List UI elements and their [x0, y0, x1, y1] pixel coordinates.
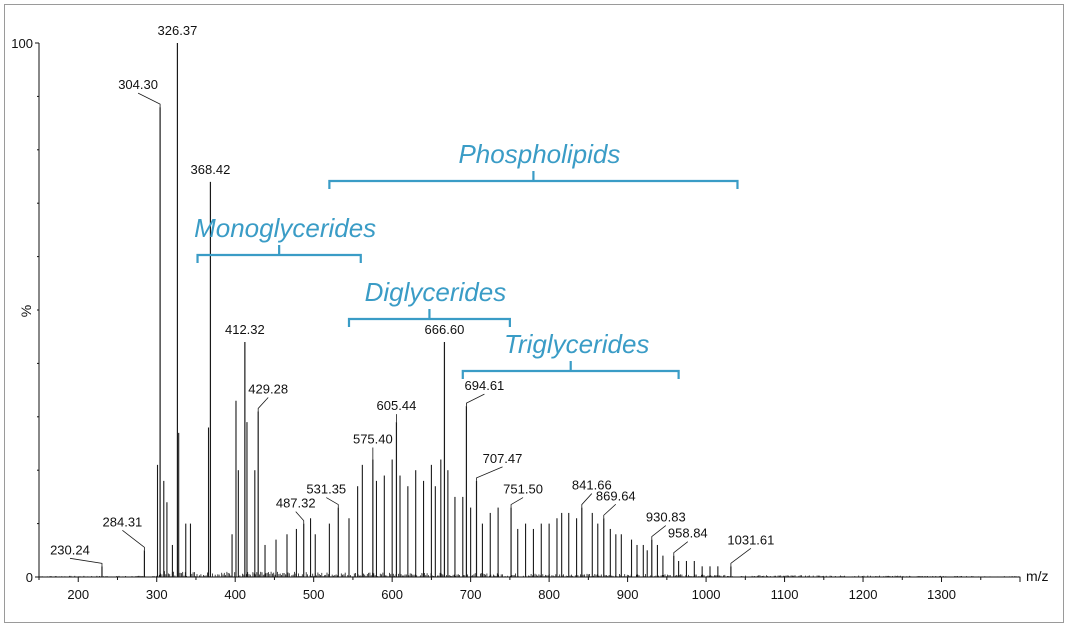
- mass-spectrum-chart: 200 300 400 500 600 700 800 900 1000 1100 1200 1300…: [11, 23, 1048, 602]
- peak-label-304.30: 304.30: [118, 77, 158, 92]
- region-label-triglycerides: Triglycerides: [504, 329, 649, 359]
- peak-label-leaders: [69, 92, 752, 567]
- peak-leader-284.31: [122, 529, 145, 551]
- x-tick-label: 500: [303, 587, 325, 602]
- peak-leader-841.66: [581, 493, 593, 508]
- peak-label-605.44: 605.44: [377, 398, 417, 413]
- peak-label-326.37: 326.37: [158, 23, 198, 38]
- peak-leader-958.84: [673, 541, 689, 556]
- x-tick-label: 600: [381, 587, 403, 602]
- x-tick-label: 1200: [849, 587, 878, 602]
- chart-frame: 200 300 400 500 600 700 800 900 1000 1100 1200 1300…: [4, 4, 1064, 623]
- bracket-phospholipids: [328, 171, 739, 189]
- region-label-phospholipids: Phospholipids: [458, 139, 620, 169]
- peak-label-230.24: 230.24: [50, 542, 90, 557]
- peak-label-751.50: 751.50: [503, 482, 543, 497]
- peaks: [101, 43, 732, 577]
- peak-label-841.66: 841.66: [572, 478, 612, 493]
- peak-leader-707.47: [476, 466, 503, 481]
- peak-leader-1031.61: [730, 548, 752, 567]
- peak-label-1031.61: 1031.61: [727, 532, 774, 547]
- peak-leader-751.50: [510, 497, 524, 508]
- peak-label-930.83: 930.83: [646, 510, 686, 525]
- x-axis-title: m/z: [1026, 568, 1049, 584]
- peak-label-694.61: 694.61: [465, 378, 505, 393]
- region-label-monoglycerides: Monoglycerides: [194, 213, 376, 243]
- y-tick-label: 100: [11, 36, 33, 51]
- peak-label-575.40: 575.40: [353, 432, 393, 447]
- x-tick-label: 1300: [927, 587, 956, 602]
- bracket-triglycerides: [461, 361, 680, 379]
- x-tick-label: 200: [67, 587, 89, 602]
- region-label-diglycerides: Diglycerides: [365, 277, 507, 307]
- x-tick-label: 1000: [692, 587, 721, 602]
- peak-leader-487.32: [295, 511, 305, 524]
- region-brackets: Phospholipids Monoglycerides Diglycerides T…: [194, 139, 739, 379]
- baseline-noise: [40, 571, 1021, 577]
- peak-label-707.47: 707.47: [483, 451, 523, 466]
- peak-leader-304.30: [137, 92, 161, 108]
- x-tick-label: 1100: [771, 587, 799, 602]
- x-tick-label: 400: [224, 587, 246, 602]
- peak-label-869.64: 869.64: [596, 488, 636, 503]
- x-tick-label: 800: [538, 587, 560, 602]
- peak-leader-869.64: [603, 503, 617, 519]
- peak-label-487.32: 487.32: [276, 496, 316, 511]
- peak-label-284.31: 284.31: [103, 514, 143, 529]
- axes: 200 300 400 500 600 700 800 900 1000 1100 1200 1300…: [11, 36, 1048, 602]
- y-axis-title: %: [18, 305, 34, 317]
- bracket-monoglycerides: [196, 245, 362, 263]
- peak-label-531.35: 531.35: [306, 482, 346, 497]
- peak-labels: 230.24 284.31 304.30 326.37 368.42 412.32 429.…: [50, 23, 774, 557]
- y-tick-label: 0: [26, 570, 33, 585]
- peak-leader-230.24: [69, 557, 103, 567]
- x-tick-label: 300: [146, 587, 168, 602]
- peak-label-368.42: 368.42: [191, 162, 231, 177]
- peak-leader-531.35: [326, 497, 339, 508]
- peak-leader-694.61: [466, 393, 485, 407]
- bracket-diglycerides: [347, 309, 511, 327]
- peak-leader-930.83: [651, 525, 667, 540]
- peak-leader-429.28: [257, 397, 269, 412]
- x-tick-label: 700: [460, 587, 482, 602]
- peak-label-958.84: 958.84: [668, 526, 708, 541]
- peak-label-429.28: 429.28: [248, 381, 288, 396]
- x-tick-label: 900: [617, 587, 639, 602]
- peak-label-412.32: 412.32: [225, 322, 265, 337]
- peak-label-666.60: 666.60: [425, 322, 465, 337]
